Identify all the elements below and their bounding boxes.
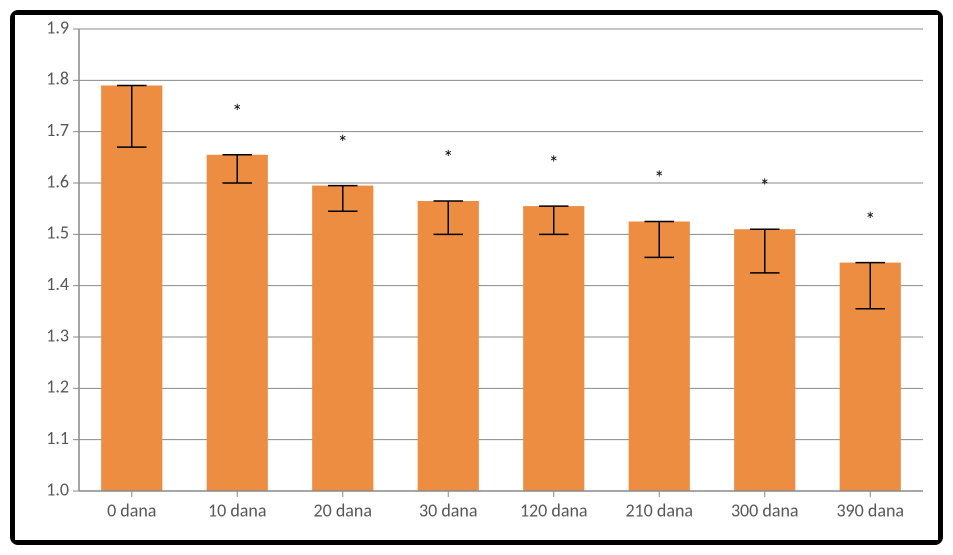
y-tick-label: 1.5 — [46, 222, 69, 244]
x-tick-label: 300 dana — [731, 500, 799, 522]
significance-star: * — [760, 175, 770, 199]
y-tick-label: 1.1 — [46, 427, 69, 449]
x-tick-label: 210 dana — [625, 500, 693, 522]
y-tick-label: 1.9 — [46, 16, 69, 38]
bar — [418, 201, 479, 491]
bar — [207, 155, 268, 491]
x-tick-label: 30 dana — [419, 500, 477, 522]
significance-star: * — [232, 100, 242, 124]
y-tick-label: 1.7 — [46, 119, 69, 141]
y-tick-label: 1.6 — [46, 170, 69, 192]
significance-star: * — [865, 208, 875, 232]
y-tick-label: 1.8 — [46, 68, 69, 90]
x-tick-label: 10 dana — [208, 500, 266, 522]
bar — [523, 206, 584, 491]
x-tick-label: 0 dana — [107, 500, 156, 522]
bar — [629, 222, 690, 492]
y-tick-label: 1.3 — [46, 324, 69, 346]
x-tick-label: 120 dana — [520, 500, 588, 522]
significance-star: * — [443, 147, 453, 171]
x-tick-label: 20 dana — [314, 500, 372, 522]
bar — [312, 186, 373, 491]
x-tick-label: 390 dana — [836, 500, 904, 522]
y-tick-label: 1.2 — [46, 376, 69, 398]
y-tick-label: 1.0 — [46, 478, 69, 500]
y-tick-label: 1.4 — [46, 273, 69, 295]
significance-star: * — [549, 152, 559, 176]
bar-chart: 1.0 1.1 1.2 1.3 1.4 1.5 1.6 1.7 1.8 1.9 0 dana * 10 … — [15, 15, 938, 540]
chart-frame: 1.0 1.1 1.2 1.3 1.4 1.5 1.6 1.7 1.8 1.9 0 dana * 10 … — [10, 10, 943, 545]
significance-star: * — [654, 167, 664, 191]
significance-star: * — [338, 131, 348, 155]
